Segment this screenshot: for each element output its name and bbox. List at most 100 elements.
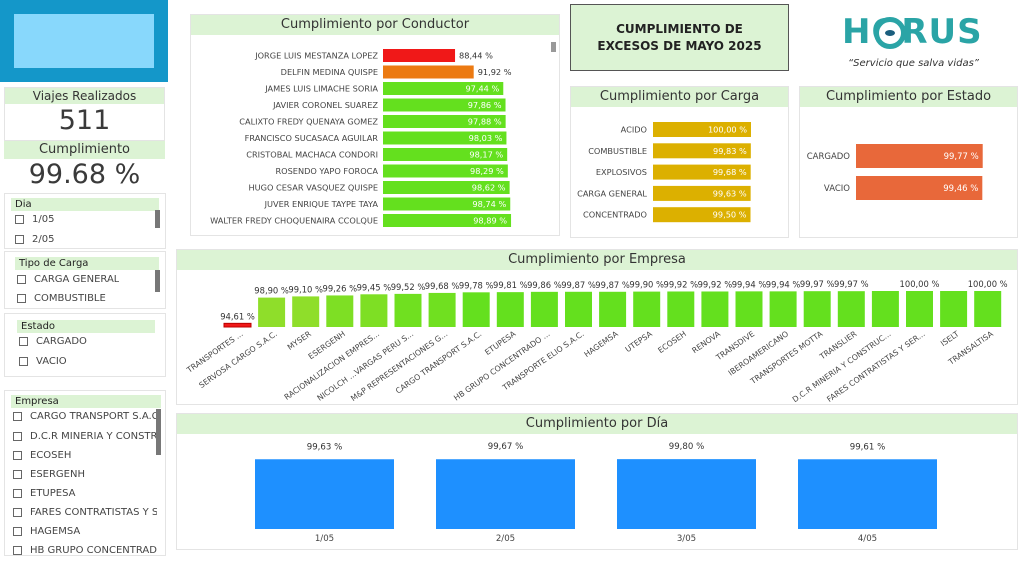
bar[interactable] — [428, 292, 456, 327]
kpi-viajes-label: Viajes Realizados — [5, 88, 164, 104]
bar[interactable] — [530, 291, 558, 327]
bar[interactable] — [383, 214, 512, 227]
checkbox-icon[interactable] — [13, 451, 22, 460]
bar[interactable] — [383, 82, 504, 95]
bar[interactable] — [803, 291, 831, 327]
bar[interactable] — [383, 181, 510, 194]
data-label: 97,86 % — [468, 100, 502, 110]
bar[interactable] — [462, 292, 490, 327]
bar[interactable] — [258, 297, 286, 327]
slicer-tipo-carga-scrollbar[interactable] — [155, 270, 160, 292]
slicer-empresa-item[interactable]: HB GRUPO CONCENTRADO ... — [13, 545, 157, 555]
slicer-dia-item[interactable]: 1/05 — [15, 214, 54, 225]
slicer-empresa-item[interactable]: CARGO TRANSPORT S.A.C. — [13, 411, 157, 422]
checkbox-icon[interactable] — [17, 294, 26, 303]
chart-conductor-card: Cumplimiento por Conductor JORGE LUIS ME… — [190, 14, 560, 236]
slicer-dia-item[interactable]: 2/05 — [15, 234, 54, 245]
checkbox-icon[interactable] — [13, 546, 22, 555]
bar[interactable] — [856, 176, 983, 200]
data-label: 99,83 % — [713, 146, 747, 156]
data-label: 99,50 % — [713, 210, 747, 220]
category-label: HUGO CESAR VASQUEZ QUISPE — [248, 183, 378, 193]
bar[interactable] — [255, 459, 394, 529]
chart-dia-title: Cumplimiento por Día — [177, 414, 1017, 434]
bar[interactable] — [871, 291, 899, 327]
slicer-estado-item[interactable]: CARGADO — [19, 336, 87, 347]
data-label: 100,00 % — [708, 125, 747, 135]
checkbox-icon[interactable] — [13, 489, 22, 498]
bar[interactable] — [856, 144, 983, 168]
bar[interactable] — [735, 291, 763, 327]
bar[interactable] — [837, 291, 865, 327]
checkbox-icon[interactable] — [13, 470, 22, 479]
data-label: 99,52 % — [391, 282, 426, 292]
bar[interactable] — [798, 459, 937, 529]
bar[interactable] — [394, 293, 422, 327]
bar[interactable] — [292, 296, 320, 327]
checkbox-icon[interactable] — [13, 412, 22, 421]
bar[interactable] — [326, 295, 354, 327]
slicer-empresa-item[interactable]: ETUPESA — [13, 488, 157, 499]
bar[interactable] — [940, 291, 968, 327]
category-label: RENOVA — [690, 329, 722, 355]
slicer-dia-scrollbar[interactable] — [155, 210, 160, 228]
bar[interactable] — [383, 164, 508, 178]
slicer-empresa-item[interactable]: ECOSEH — [13, 450, 157, 461]
data-label: 99,87 % — [595, 280, 630, 290]
checkbox-icon[interactable] — [19, 337, 28, 346]
bar[interactable] — [383, 98, 506, 112]
data-label: 99,81 % — [493, 280, 528, 290]
bar[interactable] — [383, 197, 511, 211]
slicer-empresa-item[interactable]: ESERGENH — [13, 469, 157, 480]
slicer-empresa-item[interactable]: FARES CONTRATISTAS Y SER... — [13, 507, 157, 518]
data-label: 99,80 % — [669, 442, 705, 452]
bar[interactable] — [653, 143, 751, 159]
bar[interactable] — [769, 291, 797, 327]
slicer-item-label: 2/05 — [32, 234, 55, 245]
bar[interactable] — [653, 164, 751, 180]
slicer-tipo-carga-item[interactable]: CARGA GENERAL — [17, 274, 119, 285]
slicer-tipo-carga-item[interactable]: COMBUSTIBLE — [17, 293, 106, 304]
slicer-empresa-item[interactable]: HAGEMSA — [13, 526, 157, 537]
bar[interactable] — [565, 291, 592, 327]
kpi-cumplimiento-value: 99.68 % — [28, 159, 141, 190]
bar[interactable] — [653, 207, 751, 223]
bar[interactable] — [496, 292, 524, 327]
horus-wordmark: HORUS — [842, 12, 983, 52]
checkbox-icon[interactable] — [13, 527, 22, 536]
checkbox-icon[interactable] — [13, 432, 22, 441]
checkbox-icon[interactable] — [19, 357, 28, 366]
chart-conductor-scrollbar[interactable] — [551, 42, 556, 52]
bar[interactable] — [436, 459, 575, 529]
slicer-estado-item[interactable]: VACIO — [19, 356, 67, 367]
checkbox-icon[interactable] — [15, 235, 24, 244]
slicer-empresa-item[interactable]: D.C.R MINERIA Y CONSTRUC... — [13, 431, 157, 442]
checkbox-icon[interactable] — [17, 275, 26, 284]
data-label: 98,29 % — [470, 166, 504, 176]
bar[interactable] — [383, 49, 456, 62]
bar[interactable] — [223, 322, 252, 328]
bar[interactable] — [974, 291, 1002, 327]
bar[interactable] — [701, 291, 729, 327]
bar[interactable] — [617, 459, 756, 529]
checkbox-icon[interactable] — [15, 215, 24, 224]
category-label: FRANCISCO SUCASACA AGUILAR — [245, 133, 379, 143]
bar[interactable] — [599, 291, 627, 327]
bar[interactable] — [633, 291, 661, 327]
category-label: TRANSPORTES ... — [184, 329, 244, 375]
bar[interactable] — [360, 294, 388, 327]
slicer-item-label: 1/05 — [32, 214, 55, 225]
checkbox-icon[interactable] — [13, 508, 22, 517]
slicer-empresa-scrollbar[interactable] — [156, 409, 161, 455]
bar[interactable] — [383, 65, 474, 79]
category-label: DELFIN MEDINA QUISPE — [281, 67, 378, 77]
category-label: ROSENDO YAPO FOROCA — [275, 166, 378, 176]
bar[interactable] — [383, 131, 507, 145]
bar[interactable] — [383, 115, 506, 128]
chart-carga-title: Cumplimiento por Carga — [571, 87, 788, 107]
bar[interactable] — [906, 291, 933, 327]
bar[interactable] — [653, 185, 751, 201]
bar[interactable] — [383, 148, 508, 161]
bar[interactable] — [653, 122, 751, 137]
bar[interactable] — [667, 291, 695, 327]
